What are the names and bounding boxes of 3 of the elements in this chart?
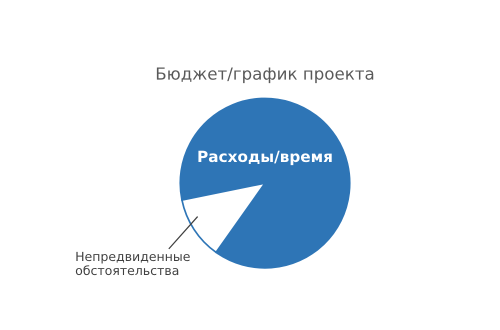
chart-title: Бюджет/график проекта [156,67,374,84]
slice-label: Непредвиденные обстоятельства [76,252,190,276]
slice-label: Расходы/время [198,150,332,166]
